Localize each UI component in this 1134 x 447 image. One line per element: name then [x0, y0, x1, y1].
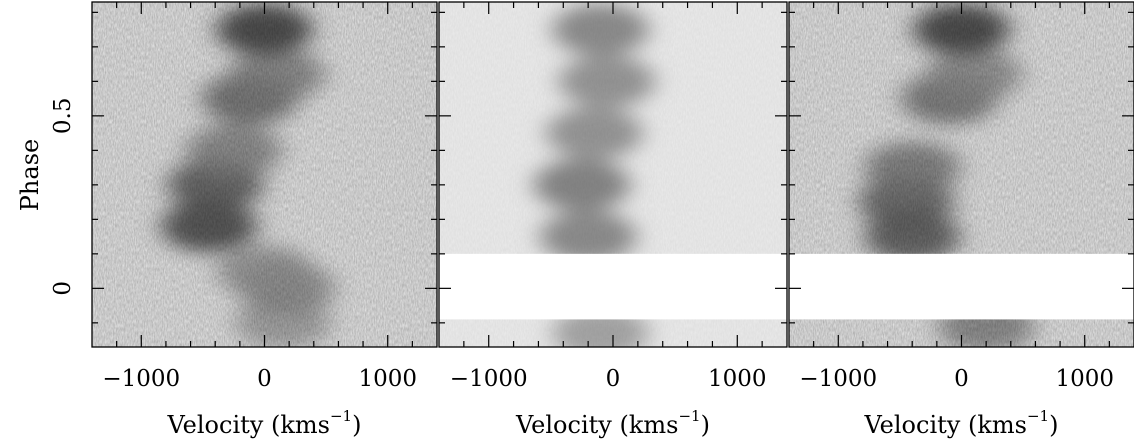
no-data-gap — [789, 253, 1134, 320]
x-axis-label: Velocity (kms−1) — [515, 407, 710, 439]
x-tick-label: 0 — [257, 366, 272, 392]
panel-model: −1000 0 1000 Velocity (kms−1) — [438, 1, 788, 439]
x-tick-label: −1000 — [799, 366, 877, 392]
x-axis-label: Velocity (kms−1) — [864, 407, 1059, 439]
x-tick-label: 1000 — [708, 366, 767, 392]
panel-residual: −1000 0 1000 Velocity (kms−1) — [788, 1, 1134, 439]
no-data-gap — [439, 253, 787, 320]
x-tick-label: 1000 — [358, 366, 417, 392]
x-axis-label: Velocity (kms−1) — [167, 407, 362, 439]
x-tick-label: 0 — [606, 366, 621, 392]
y-axis-label: Phase — [16, 139, 44, 211]
panel-observed: −1000 0 1000 Velocity (kms−1) 0 0.5 — [50, 1, 438, 439]
x-tick-label: −1000 — [450, 366, 528, 392]
y-tick-label: 0.5 — [50, 98, 76, 135]
x-tick-label: 1000 — [1055, 366, 1114, 392]
y-tick-label: 0 — [50, 281, 76, 296]
x-tick-label: 0 — [954, 366, 969, 392]
noise-overlay — [92, 2, 437, 347]
x-tick-label: −1000 — [102, 366, 180, 392]
